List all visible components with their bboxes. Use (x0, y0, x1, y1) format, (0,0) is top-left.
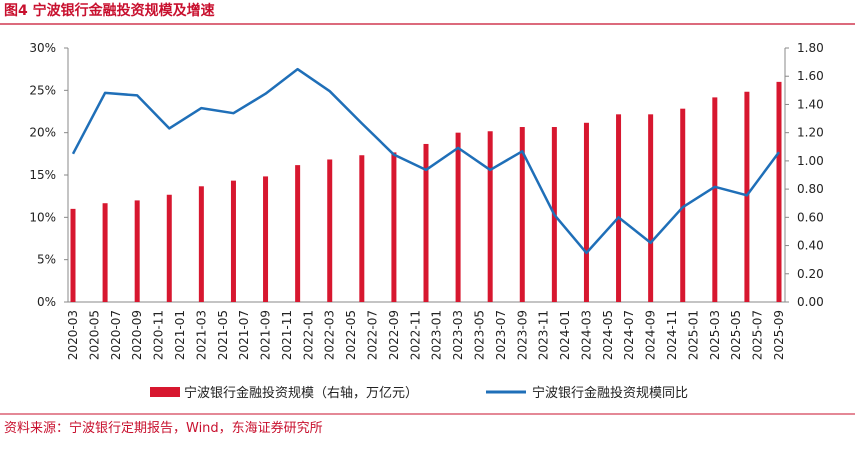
bar (230, 180, 236, 302)
bar (680, 108, 686, 302)
y2-tick-label: 0.40 (797, 239, 824, 253)
bar (648, 114, 654, 302)
x-tick-label: 2020-05 (87, 310, 101, 360)
x-tick-label: 2024-03 (579, 310, 593, 360)
bar (295, 165, 301, 302)
line (71, 67, 781, 255)
source: 资料来源：宁波银行定期报告，Wind，东海证券研究所 (4, 420, 323, 436)
x-tick-label: 2020-11 (152, 310, 166, 360)
x-tick-label: 2022-11 (408, 310, 422, 360)
bar (519, 127, 525, 303)
bar (102, 203, 108, 302)
x-tick-label: 2021-03 (194, 310, 208, 360)
x-tick-label: 2025-05 (729, 310, 743, 360)
y2-tick-label: 0.80 (797, 182, 824, 196)
bar (455, 132, 461, 302)
chart-title: 图4 宁波银行金融投资规模及增速 (4, 2, 215, 19)
y-tick-label: 10% (29, 210, 56, 224)
y-tick-label: 20% (29, 126, 56, 140)
bar (423, 143, 429, 302)
bar (712, 97, 718, 302)
bar (744, 91, 750, 302)
x-tick-label: 2024-11 (665, 310, 679, 360)
y2-tick-label: 0.60 (797, 210, 824, 224)
y-tick-label: 15% (29, 168, 56, 182)
x-tick-label: 2022-01 (301, 310, 315, 360)
bar (487, 131, 493, 302)
y2-tick-label: 1.20 (797, 126, 824, 140)
bar (70, 208, 76, 302)
y2-tick-label: 1.00 (797, 154, 824, 168)
bar (263, 176, 269, 302)
y-tick-label: 30% (29, 41, 56, 55)
x-tick-label: 2024-07 (622, 310, 636, 360)
x-tick-label: 2023-11 (537, 310, 551, 360)
legend-label: 宁波银行金融投资规模（右轴，万亿元） (184, 385, 418, 401)
x-tick-label: 2022-03 (323, 310, 337, 360)
bar (198, 186, 204, 302)
bar (616, 114, 622, 302)
x-tick-label: 2023-05 (472, 310, 486, 360)
x-tick-label: 2021-11 (280, 310, 294, 360)
y2-tick-label: 0.20 (797, 267, 824, 281)
y2-tick-label: 1.80 (797, 41, 824, 55)
bar (166, 194, 172, 302)
y2-tick-label: 1.60 (797, 69, 824, 83)
x-tick-label: 2023-09 (515, 310, 529, 360)
x-tick-label: 2021-07 (237, 310, 251, 360)
y-tick-label: 25% (29, 83, 56, 97)
x-tick-label: 2020-07 (109, 310, 123, 360)
x-tick-label: 2024-05 (601, 310, 615, 360)
x-tick-label: 2023-03 (451, 310, 465, 360)
x-tick-label: 2022-05 (344, 310, 358, 360)
bar (391, 152, 397, 302)
legend-label: 宁波银行金融投资规模同比 (532, 385, 688, 401)
x-tick-label: 2024-01 (558, 310, 572, 360)
bar (583, 122, 589, 303)
x-tick-label: 2020-09 (130, 310, 144, 360)
x-tick-label: 2024-09 (644, 310, 658, 360)
x-tick-label: 2021-01 (173, 310, 187, 360)
x-tick-label: 2023-01 (430, 310, 444, 360)
x-tick-label: 2021-05 (216, 310, 230, 360)
y2-tick-label: 0.00 (797, 295, 824, 309)
x-tick-label: 2020-03 (66, 310, 80, 360)
x-tick-label: 2022-09 (387, 310, 401, 360)
x-tick-label: 2022-07 (366, 310, 380, 360)
bar (327, 159, 333, 302)
legend-swatch (150, 387, 180, 397)
bar (134, 200, 140, 302)
x-tick-label: 2025-07 (751, 310, 765, 360)
x-tick-label: 2025-01 (686, 310, 700, 360)
x-tick-label: 2023-07 (494, 310, 508, 360)
y-tick-label: 5% (37, 253, 56, 267)
bar (359, 155, 365, 302)
x-tick-label: 2025-09 (772, 310, 786, 360)
x-tick-label: 2021-09 (259, 310, 273, 360)
y2-tick-label: 1.40 (797, 97, 824, 111)
y-tick-label: 0% (37, 295, 56, 309)
x-tick-label: 2025-03 (708, 310, 722, 360)
bar (776, 81, 782, 302)
